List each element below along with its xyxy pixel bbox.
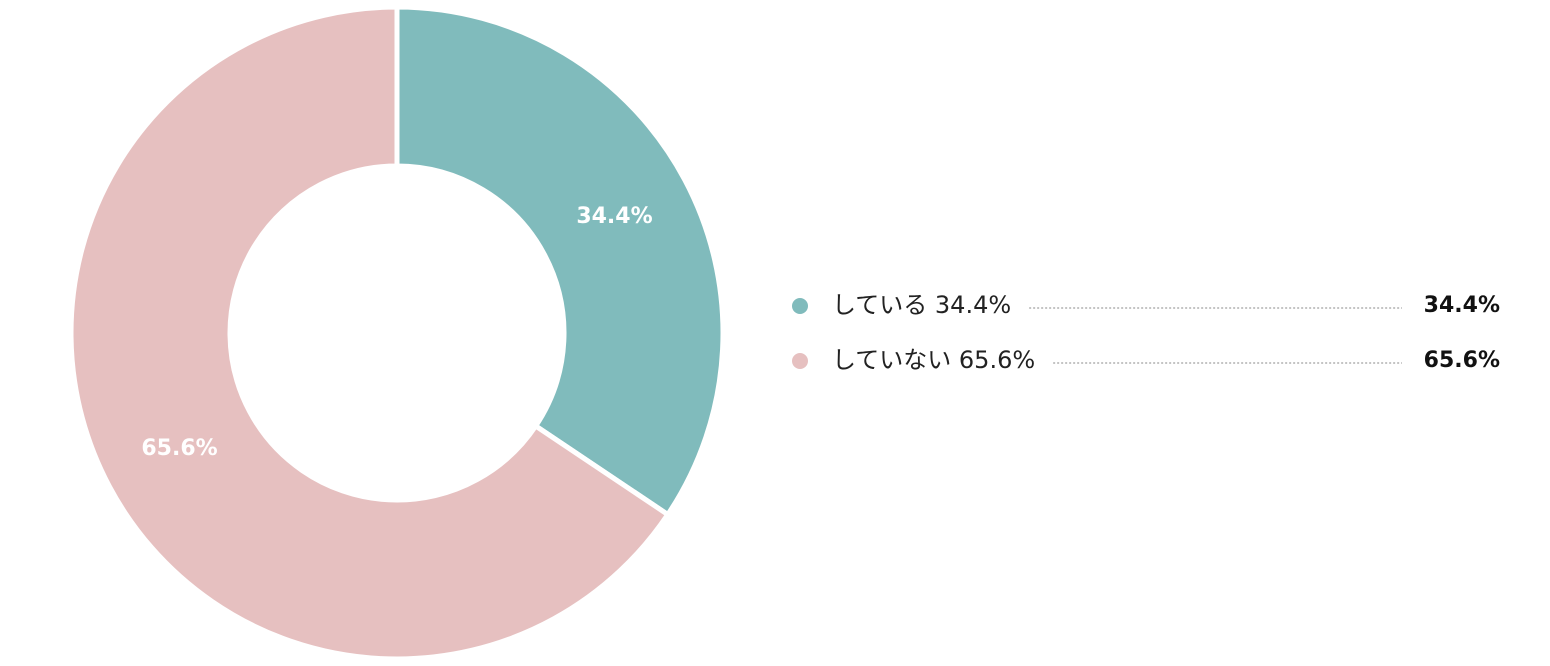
legend-value: 34.4% [1424, 293, 1500, 318]
legend-marker [792, 353, 808, 369]
legend-text: していない 65.6% [832, 346, 1035, 374]
slice-label: 65.6% [141, 436, 217, 461]
slice-label: 34.4% [576, 204, 652, 229]
legend-value: 65.6% [1424, 348, 1500, 373]
legend-text: している 34.4% [832, 291, 1011, 319]
donut-slice [68, 4, 672, 662]
donut-slice [394, 4, 726, 519]
legend-marker [792, 298, 808, 314]
